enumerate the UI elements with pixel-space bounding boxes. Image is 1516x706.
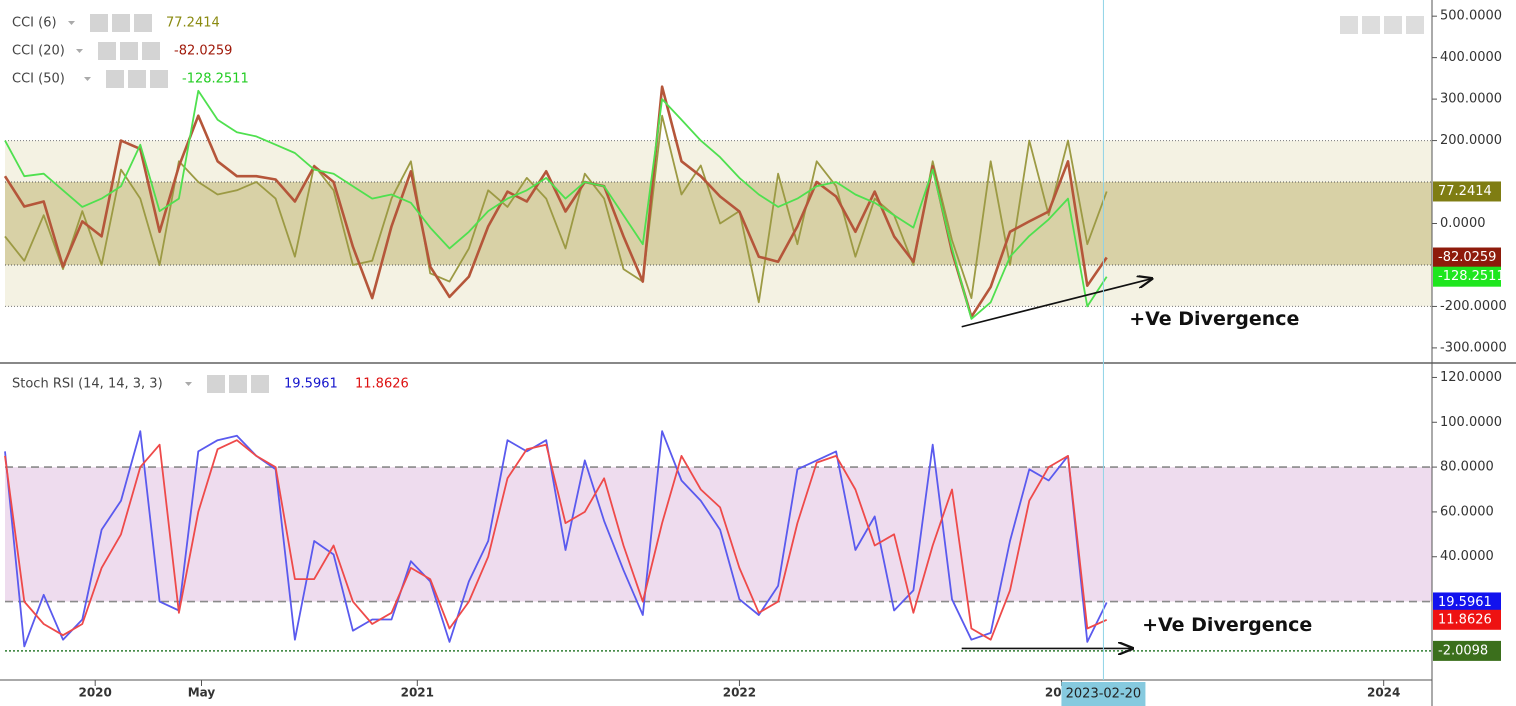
legend-icon <box>207 375 225 393</box>
price-tag <box>1433 266 1501 287</box>
dropdown-arrow <box>68 21 75 25</box>
price-tag <box>1433 181 1501 202</box>
y-tick-label: -200.0000 <box>1440 299 1507 314</box>
price-tag-label: 11.8626 <box>1438 612 1492 627</box>
x-tick-label: May <box>188 686 216 700</box>
y-tick-label: 400.0000 <box>1440 50 1502 65</box>
x-tick-label: 2020 <box>78 686 111 700</box>
cursor-label: 2023-02-20 <box>1066 687 1142 702</box>
dropdown-arrow <box>185 382 192 386</box>
button[interactable] <box>1362 16 1380 34</box>
dropdown-arrow <box>76 49 83 53</box>
y-tick-label: 120.0000 <box>1440 370 1502 385</box>
legend-icon <box>142 42 160 60</box>
series-line <box>4 439 1108 641</box>
price-tag <box>1433 640 1501 661</box>
legend-value: 77.2414 <box>166 16 220 31</box>
band <box>5 467 1432 602</box>
legend-icon <box>106 70 124 88</box>
legend-icon <box>229 375 247 393</box>
price-tag <box>1433 247 1501 268</box>
legend-icon <box>134 14 152 32</box>
price-tag <box>1433 592 1501 613</box>
dropdown-arrow <box>84 77 91 81</box>
legend-name: CCI (50) <box>12 72 65 87</box>
legend-icon <box>128 70 146 88</box>
y-tick-label: 300.0000 <box>1440 92 1502 107</box>
y-tick-label: 40.0000 <box>1440 549 1494 564</box>
legend-value: 11.8626 <box>355 377 409 392</box>
y-tick-label: 60.0000 <box>1440 504 1494 519</box>
x-tick-label: 2021 <box>401 686 434 700</box>
button[interactable] <box>1384 16 1402 34</box>
legend-icon <box>150 70 168 88</box>
legend-name: CCI (6) <box>12 16 57 31</box>
price-tag-label: -82.0259 <box>1438 250 1496 265</box>
price-tag <box>1433 609 1501 630</box>
legend-icon <box>112 14 130 32</box>
price-tag-label: 19.5961 <box>1438 595 1492 610</box>
annotation: +Ve Divergence <box>1142 614 1312 636</box>
legend-name: CCI (20) <box>12 44 65 59</box>
button[interactable] <box>1406 16 1424 34</box>
price-tag-label: -2.0098 <box>1438 643 1488 658</box>
y-tick-label: -300.0000 <box>1440 340 1507 355</box>
legend-value: 19.5961 <box>284 377 338 392</box>
price-tag-label: 77.2414 <box>1438 184 1492 199</box>
legend-icon <box>98 42 116 60</box>
y-tick-label: 80.0000 <box>1440 460 1494 475</box>
y-tick-label: 200.0000 <box>1440 133 1502 148</box>
legend-icon <box>251 375 269 393</box>
annotation: +Ve Divergence <box>1129 308 1299 330</box>
price-tag-label: -128.2511 <box>1438 269 1505 284</box>
series-line <box>4 430 1108 648</box>
legend-value: -128.2511 <box>182 72 249 87</box>
x-tick-label: 2024 <box>1367 686 1400 700</box>
y-tick-label: 500.0000 <box>1440 9 1502 24</box>
legend-value: -82.0259 <box>174 44 232 59</box>
series-line <box>4 89 1108 320</box>
button[interactable] <box>1340 16 1358 34</box>
legend-icon <box>90 14 108 32</box>
annotation-arrow <box>961 279 1152 328</box>
legend-icon <box>120 42 138 60</box>
legend-name: Stoch RSI (14, 14, 3, 3) <box>12 377 163 392</box>
y-tick-label: 100.0000 <box>1440 415 1502 430</box>
toolbar <box>1340 16 1424 34</box>
y-tick-label: 0.0000 <box>1440 216 1486 231</box>
cursor-box <box>1061 682 1146 706</box>
x-tick-label: 2022 <box>723 686 756 700</box>
